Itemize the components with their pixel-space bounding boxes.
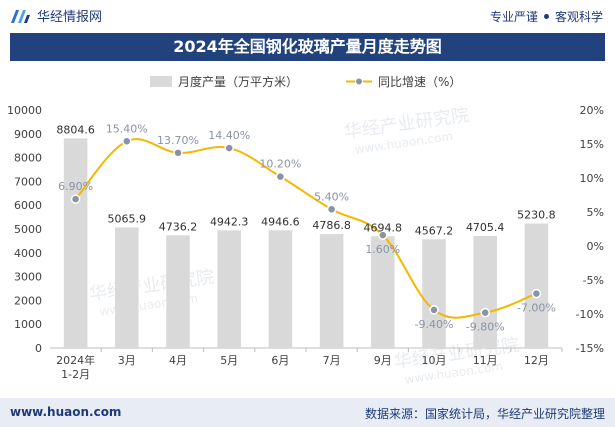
x-tick-label: 12月 <box>524 354 549 367</box>
bar <box>115 227 139 348</box>
bar-value-label: 4567.2 <box>415 224 454 237</box>
x-tick-label: 5月 <box>220 354 238 367</box>
bar-value-label: 8804.6 <box>56 123 95 136</box>
y-right-tick-label: -10% <box>576 308 604 321</box>
tagline-left: 专业严谨 <box>489 10 538 24</box>
brand-name: 华经情报网 <box>37 10 103 25</box>
chart-legend: 月度产量（万平方米） 同比增速（%） <box>150 74 461 89</box>
line-value-label: 1.60% <box>365 243 400 256</box>
x-tick-label: 4月 <box>169 354 187 367</box>
x-tick-label-line: 2024年 <box>56 353 95 367</box>
y-left-tick-label: 6000 <box>14 199 42 212</box>
chart-axes: 0 1000 2000 3000 4000 5000 6000 7000 8000 9000 100… <box>7 104 604 381</box>
line-point <box>326 204 337 215</box>
footer-source: 数据来源：国家统计局，华经产业研究院整理 <box>364 407 605 421</box>
header-bar: 华经情报网 专业严谨 客观科学 <box>0 0 615 30</box>
bar <box>63 138 88 348</box>
y-right-tick-label: 10% <box>580 172 604 185</box>
brand[interactable]: 华经情报网 <box>9 6 102 25</box>
bar-value-label: 5230.8 <box>517 209 556 222</box>
bar-value-label: 4736.2 <box>159 220 198 233</box>
y-left-tick-label: 3000 <box>14 271 42 284</box>
line-value-label: 13.70% <box>157 134 199 147</box>
y-left-tick-label: 1000 <box>14 318 42 331</box>
legend-line-label: 同比增速（%） <box>378 75 461 89</box>
bar-series <box>63 138 549 348</box>
line-value-label: -9.80% <box>466 321 505 334</box>
x-tick-label: 3月 <box>118 354 136 367</box>
legend-bar-label: 月度产量（万平方米） <box>178 74 298 89</box>
tagline-dot-icon <box>543 14 549 19</box>
line-value-label: 10.20% <box>259 158 301 171</box>
bar-value-label: 5065.9 <box>108 212 147 225</box>
x-tick-label: 2024年 1-2月 <box>56 353 95 381</box>
x-tick-label: 11月 <box>473 354 498 367</box>
bar <box>371 236 395 348</box>
data-labels: 8804.6 5065.9 4736.2 4942.3 4946.6 4786.8 4694… <box>56 122 556 333</box>
watermark-layer: 华经产业研究院www.huaon.com华经产业研究院www.huaon.com… <box>88 105 521 387</box>
line-point <box>275 171 286 182</box>
y-left-tick-label: 8000 <box>14 152 42 165</box>
y-right-tick-label: 0% <box>587 240 604 253</box>
line-point <box>224 143 234 153</box>
growth-line <box>74 138 537 319</box>
line-value-label: -7.00% <box>517 302 556 315</box>
bar-value-label: 4705.4 <box>466 221 505 234</box>
legend-bar-swatch <box>150 76 172 87</box>
y-left-tick-label: 7000 <box>14 175 42 188</box>
line-point <box>173 148 183 158</box>
chart-title: 2024年全国钢化玻璃产量月度走势图 <box>10 33 605 61</box>
y-left-tick-label: 5000 <box>14 223 42 236</box>
x-tick-label: 7月 <box>323 354 341 367</box>
y-right-tick-label: -15% <box>576 342 604 355</box>
bar <box>166 235 190 348</box>
y-right-tick-label: 5% <box>587 206 604 219</box>
line-value-label: 14.40% <box>208 129 250 142</box>
y-left-tick-label: 4000 <box>14 247 42 260</box>
bar-value-label: 4694.8 <box>364 221 403 234</box>
bar <box>217 230 241 348</box>
y-right-tick-label: -5% <box>583 274 604 287</box>
chart-canvas: 华经产业研究院www.huaon.com华经产业研究院www.huaon.com… <box>7 74 604 387</box>
y-right-tick-label: 15% <box>580 138 604 151</box>
line-point <box>480 307 490 318</box>
line-point <box>70 194 81 204</box>
bar-value-label: 4942.3 <box>210 215 249 228</box>
y-right-tick-label: 20% <box>580 104 604 117</box>
y-left-tick-label: 9000 <box>14 128 42 141</box>
brand-logo-icon <box>11 9 30 23</box>
line-point <box>378 230 388 240</box>
bar-value-label: 4786.8 <box>312 219 351 232</box>
line-point <box>429 305 439 315</box>
legend-line-marker <box>355 77 363 86</box>
bar <box>524 223 549 348</box>
line-value-label: 6.90% <box>58 180 93 193</box>
line-point <box>122 136 132 147</box>
x-tick-label: 9月 <box>374 354 392 367</box>
line-series <box>70 136 542 319</box>
tagline: 专业严谨 客观科学 <box>490 8 603 25</box>
bar <box>319 234 344 348</box>
y-left-tick-label: 2000 <box>14 294 42 307</box>
footer-bar: www.huaon.com 数据来源：国家统计局，华经产业研究院整理 <box>0 398 615 427</box>
y-left-tick-label: 10000 <box>7 104 42 117</box>
x-tick-label: 6月 <box>271 354 289 367</box>
footer-site-link[interactable]: www.huaon.com <box>10 405 122 419</box>
y-left-tick-label: 0 <box>35 342 42 355</box>
bar <box>473 236 497 348</box>
line-point <box>531 288 542 299</box>
bar <box>268 230 293 348</box>
line-value-label: 15.40% <box>106 122 148 135</box>
x-tick-label-line: 1-2月 <box>61 368 90 381</box>
line-value-label: 5.40% <box>314 190 349 203</box>
bar <box>422 239 446 348</box>
line-value-label: -9.40% <box>415 318 454 331</box>
x-tick-label: 10月 <box>422 354 447 367</box>
bar-value-label: 4946.6 <box>261 215 300 228</box>
tagline-right: 客观科学 <box>554 10 603 24</box>
